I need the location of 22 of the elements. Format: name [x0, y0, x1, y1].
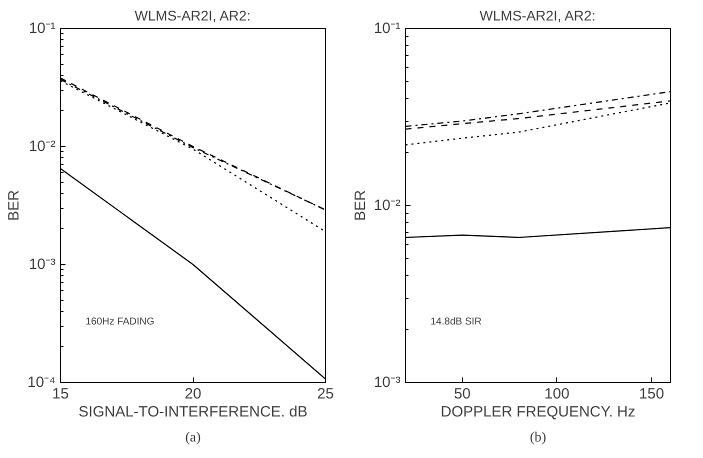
y-axis-title: BER	[5, 190, 22, 221]
x-tick-label: 150	[639, 386, 664, 402]
text: (b)	[530, 430, 546, 446]
y-tick-label: 10⁻¹	[28, 20, 56, 37]
y-tick-label: 10⁻²	[374, 197, 401, 214]
x-axis-title: DOPPLER FREQUENCY. Hz	[440, 404, 636, 420]
annotation: 14.8dB SIR	[430, 316, 482, 328]
y-tick-label: 10⁻³	[374, 374, 401, 391]
text: (a)	[185, 430, 202, 446]
annotation: 160Hz FADING	[86, 316, 155, 328]
y-tick-label: 10⁻²	[28, 138, 56, 155]
y-tick-label: 10⁻¹	[374, 20, 401, 37]
x-tick-label: 25	[317, 386, 334, 402]
y-axis-title: BER	[352, 190, 369, 221]
chart-title: WLMS-AR2I, AR2:	[480, 8, 596, 24]
x-tick-label: 20	[184, 386, 202, 402]
chart-title: WLMS-AR2I, AR2:	[134, 8, 251, 24]
x-tick-label: 15	[52, 386, 69, 402]
y-tick-label: 10⁻³	[28, 256, 56, 273]
x-tick-label: 100	[544, 386, 570, 402]
x-tick-label: 50	[454, 386, 471, 402]
x-axis-title: SIGNAL-TO-INTERFERENCE. dB	[78, 404, 308, 420]
